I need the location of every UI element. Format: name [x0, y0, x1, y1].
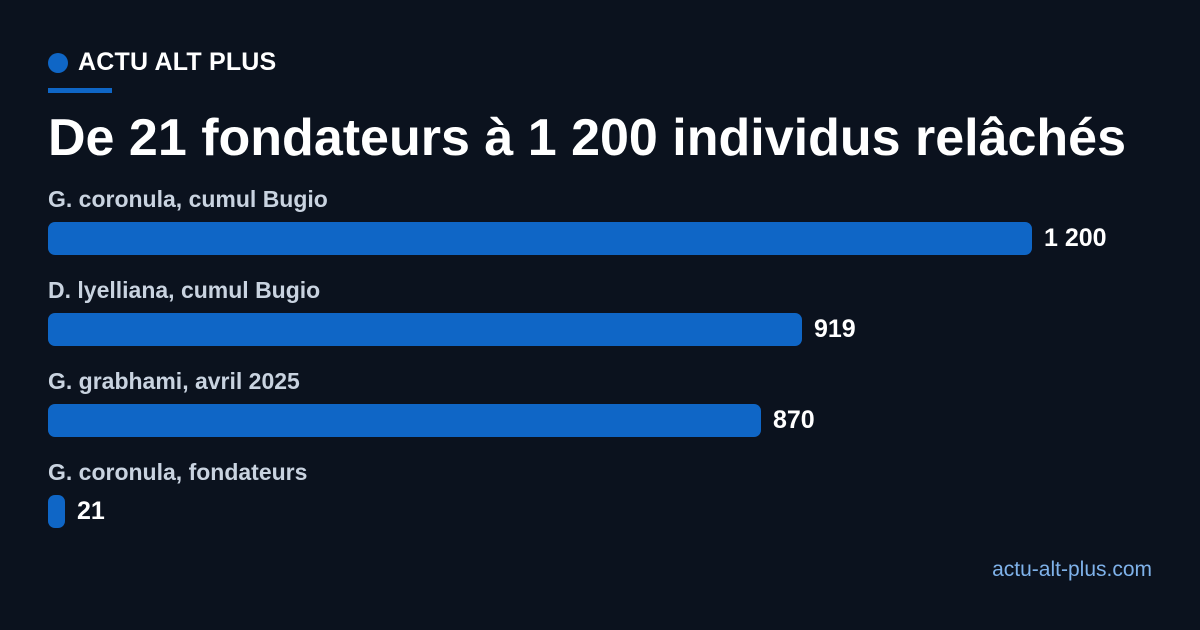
brand-dot-icon [48, 52, 68, 73]
value-label: 21 [77, 497, 105, 525]
value-label: 870 [773, 406, 815, 434]
category-label: G. grabhami, avril 2025 [48, 368, 300, 394]
footer-site-link[interactable]: actu-alt-plus.com [992, 558, 1152, 581]
bar [48, 495, 65, 528]
bar-row: G. grabhami, avril 2025 870 [48, 368, 1152, 448]
brand: ACTU ALT PLUS [48, 48, 276, 77]
brand-name: ACTU ALT PLUS [78, 48, 277, 76]
category-label: D. lyelliana, cumul Bugio [48, 277, 321, 303]
category-label: G. coronula, cumul Bugio [48, 186, 328, 212]
value-label: 919 [814, 315, 856, 343]
bar [48, 404, 761, 437]
category-label: G. coronula, fondateurs [48, 459, 308, 485]
bar-row: D. lyelliana, cumul Bugio 919 [48, 277, 1152, 357]
bar-row: G. coronula, fondateurs 21 [48, 459, 1152, 539]
bar [48, 313, 802, 346]
chart-title: De 21 fondateurs à 1 200 individus relâc… [48, 109, 1127, 167]
bar-chart: G. coronula, cumul Bugio 1 200 D. lyellian… [48, 186, 1152, 546]
bar [48, 222, 1032, 255]
value-label: 1 200 [1044, 224, 1107, 252]
bar-row: G. coronula, cumul Bugio 1 200 [48, 186, 1152, 266]
brand-underline [48, 88, 112, 93]
